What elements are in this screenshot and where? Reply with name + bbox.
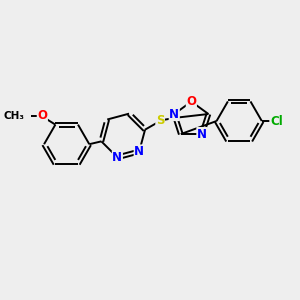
Text: N: N: [112, 151, 122, 164]
Text: O: O: [37, 110, 47, 122]
Text: N: N: [134, 145, 144, 158]
Text: S: S: [156, 114, 164, 127]
Text: N: N: [197, 128, 207, 141]
Text: CH₃: CH₃: [4, 111, 25, 121]
Text: O: O: [186, 95, 196, 108]
Text: Cl: Cl: [270, 115, 283, 128]
Text: N: N: [169, 107, 179, 121]
